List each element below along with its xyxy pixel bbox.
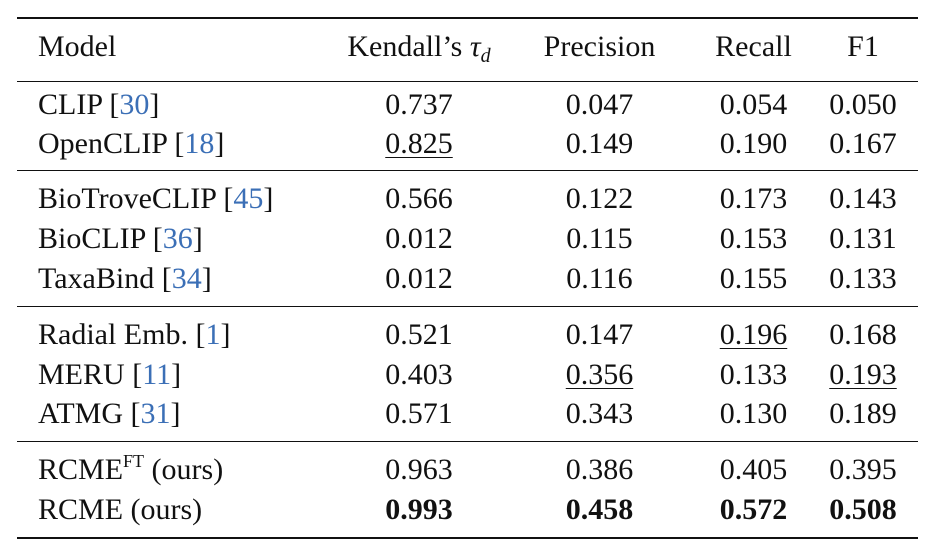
table-row: MERU [11] 0.403 0.356 0.133 0.193 — [17, 355, 918, 395]
precision-value: 0.047 — [565, 88, 634, 121]
kendall-value: 0.737 — [385, 88, 453, 121]
kendall-value: 0.566 — [385, 182, 453, 215]
header-model: Model — [38, 30, 117, 63]
precision-value: 0.115 — [566, 222, 633, 255]
kendall-value: 0.571 — [385, 397, 453, 430]
recall-value: 0.155 — [719, 262, 788, 295]
kendall-value: 0.963 — [385, 453, 453, 486]
group-rule — [17, 306, 918, 307]
recall-value: 0.153 — [719, 222, 788, 255]
kendall-value: 0.825 — [385, 127, 453, 160]
f1-value: 0.131 — [829, 222, 897, 255]
precision-value: 0.122 — [565, 182, 634, 215]
table-row: ATMG [31] 0.571 0.343 0.130 0.189 — [17, 394, 918, 434]
model-name: ATMG [31] — [38, 397, 181, 430]
model-name: TaxaBind [34] — [38, 262, 212, 295]
header-rule — [17, 81, 918, 82]
model-name: MERU [11] — [38, 358, 182, 391]
header-kendall: Kendall’s τd — [347, 30, 491, 67]
recall-value: 0.130 — [719, 397, 788, 430]
table-row: BioTroveCLIP [45] 0.566 0.122 0.173 0.14… — [17, 179, 918, 219]
model-name: BioTroveCLIP [45] — [38, 182, 274, 215]
kendall-value: 0.403 — [385, 358, 453, 391]
precision-value: 0.386 — [565, 453, 634, 486]
table-row: Radial Emb. [1] 0.521 0.147 0.196 0.168 — [17, 315, 918, 355]
header-row: Model Kendall’s τd Precision Recall F1 — [17, 27, 918, 67]
f1-value: 0.133 — [829, 262, 897, 295]
recall-value: 0.190 — [719, 127, 788, 160]
recall-value: 0.054 — [719, 88, 788, 121]
model-name: OpenCLIP [18] — [38, 127, 225, 160]
table-row: TaxaBind [34] 0.012 0.116 0.155 0.133 — [17, 259, 918, 299]
f1-value: 0.189 — [829, 397, 897, 430]
group-rule — [17, 441, 918, 442]
f1-value: 0.508 — [829, 493, 897, 526]
header-recall: Recall — [715, 30, 792, 63]
precision-value: 0.343 — [565, 397, 634, 430]
table-row: BioCLIP [36] 0.012 0.115 0.153 0.131 — [17, 219, 918, 259]
table-row: RCMEFT (ours) 0.963 0.386 0.405 0.395 — [17, 450, 918, 490]
kendall-value: 0.012 — [385, 222, 453, 255]
header-precision: Precision — [543, 30, 656, 63]
kendall-value: 0.521 — [385, 318, 453, 351]
precision-value: 0.356 — [565, 358, 634, 391]
top-rule — [17, 17, 918, 19]
group-rule — [17, 170, 918, 171]
f1-value: 0.143 — [829, 182, 897, 215]
f1-value: 0.168 — [829, 318, 897, 351]
kendall-value: 0.993 — [385, 493, 453, 526]
model-name: BioCLIP [36] — [38, 222, 203, 255]
bottom-rule — [17, 537, 918, 539]
f1-value: 0.193 — [829, 358, 897, 391]
table-row: OpenCLIP [18] 0.825 0.149 0.190 0.167 — [17, 124, 918, 164]
table-row: CLIP [30] 0.737 0.047 0.054 0.050 — [17, 85, 918, 125]
table-row: RCME (ours) 0.993 0.458 0.572 0.508 — [17, 490, 918, 530]
model-name: RCME (ours) — [38, 493, 203, 526]
recall-value: 0.572 — [719, 493, 788, 526]
precision-value: 0.147 — [565, 318, 634, 351]
precision-value: 0.458 — [565, 493, 634, 526]
f1-value: 0.167 — [829, 127, 897, 160]
precision-value: 0.149 — [565, 127, 634, 160]
recall-value: 0.173 — [719, 182, 788, 215]
recall-value: 0.196 — [719, 318, 788, 351]
f1-value: 0.050 — [829, 88, 897, 121]
header-f1: F1 — [847, 30, 879, 63]
precision-value: 0.116 — [566, 262, 633, 295]
results-table: Model Kendall’s τd Precision Recall F1 C… — [17, 17, 918, 539]
model-name: RCMEFT (ours) — [38, 451, 224, 486]
recall-value: 0.405 — [719, 453, 788, 486]
model-name: CLIP [30] — [38, 88, 160, 121]
model-name: Radial Emb. [1] — [38, 318, 231, 351]
recall-value: 0.133 — [719, 358, 788, 391]
kendall-value: 0.012 — [385, 262, 453, 295]
f1-value: 0.395 — [829, 453, 897, 486]
